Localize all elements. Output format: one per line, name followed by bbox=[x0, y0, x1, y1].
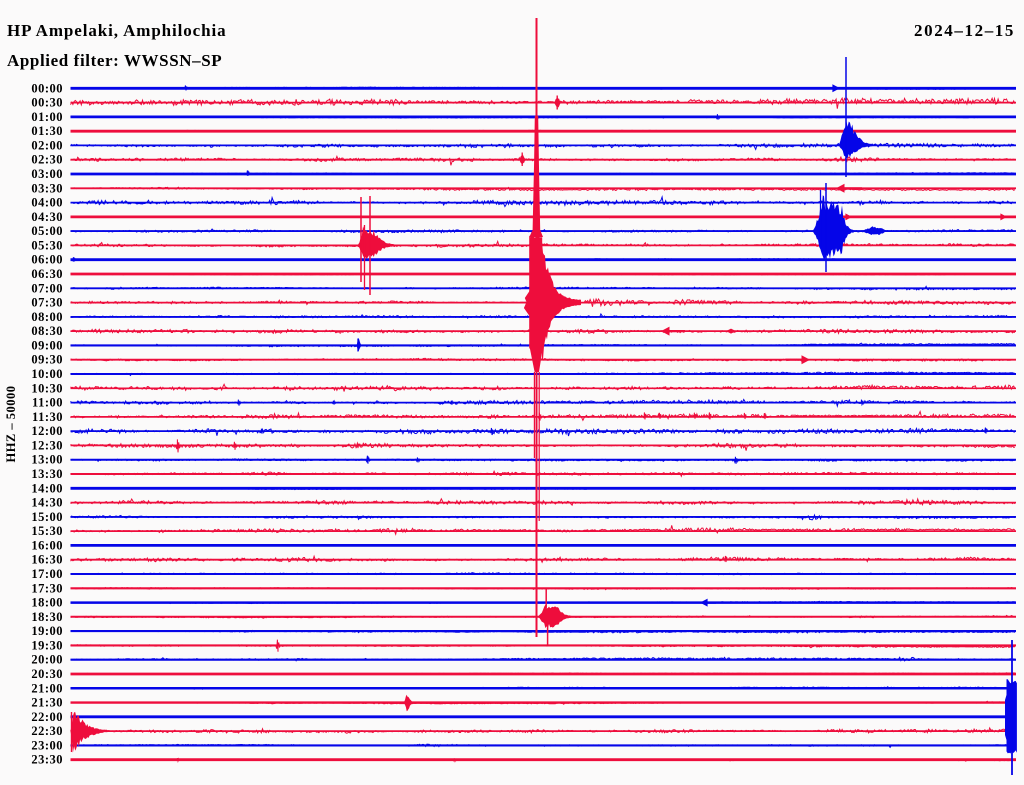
svg-text:14:30: 14:30 bbox=[31, 496, 63, 510]
svg-text:11:00: 11:00 bbox=[32, 396, 63, 410]
svg-text:16:30: 16:30 bbox=[31, 553, 63, 567]
svg-text:18:00: 18:00 bbox=[31, 596, 63, 610]
svg-text:05:00: 05:00 bbox=[31, 224, 63, 238]
svg-text:06:30: 06:30 bbox=[31, 267, 63, 281]
svg-text:04:00: 04:00 bbox=[31, 196, 63, 210]
svg-text:HHZ – 50000: HHZ – 50000 bbox=[4, 385, 18, 462]
svg-text:19:00: 19:00 bbox=[31, 624, 63, 638]
svg-text:2024–12–15: 2024–12–15 bbox=[914, 21, 1015, 40]
svg-text:23:00: 23:00 bbox=[31, 738, 63, 752]
svg-text:05:30: 05:30 bbox=[31, 238, 63, 252]
svg-text:01:00: 01:00 bbox=[31, 110, 63, 124]
svg-text:12:30: 12:30 bbox=[31, 438, 63, 452]
svg-text:15:30: 15:30 bbox=[31, 524, 63, 538]
svg-text:22:00: 22:00 bbox=[31, 710, 63, 724]
svg-text:08:00: 08:00 bbox=[31, 310, 63, 324]
svg-text:02:30: 02:30 bbox=[31, 153, 63, 167]
svg-text:07:00: 07:00 bbox=[31, 281, 63, 295]
svg-text:03:30: 03:30 bbox=[31, 181, 63, 195]
svg-text:04:30: 04:30 bbox=[31, 210, 63, 224]
svg-text:20:00: 20:00 bbox=[31, 653, 63, 667]
svg-text:20:30: 20:30 bbox=[31, 667, 63, 681]
svg-text:21:00: 21:00 bbox=[31, 681, 63, 695]
svg-text:06:00: 06:00 bbox=[31, 253, 63, 267]
svg-text:18:30: 18:30 bbox=[31, 610, 63, 624]
svg-text:23:30: 23:30 bbox=[31, 753, 63, 767]
svg-text:09:00: 09:00 bbox=[31, 338, 63, 352]
svg-text:02:00: 02:00 bbox=[31, 138, 63, 152]
svg-text:07:30: 07:30 bbox=[31, 296, 63, 310]
svg-text:21:30: 21:30 bbox=[31, 696, 63, 710]
svg-text:00:30: 00:30 bbox=[31, 96, 63, 110]
svg-text:10:30: 10:30 bbox=[31, 381, 63, 395]
svg-text:13:30: 13:30 bbox=[31, 467, 63, 481]
svg-text:14:00: 14:00 bbox=[31, 481, 63, 495]
svg-text:10:00: 10:00 bbox=[31, 367, 63, 381]
svg-text:Applied filter: WWSSN–SP: Applied filter: WWSSN–SP bbox=[7, 51, 222, 70]
svg-text:08:30: 08:30 bbox=[31, 324, 63, 338]
svg-text:01:30: 01:30 bbox=[31, 124, 63, 138]
svg-text:13:00: 13:00 bbox=[31, 453, 63, 467]
svg-text:12:00: 12:00 bbox=[31, 424, 63, 438]
svg-text:19:30: 19:30 bbox=[31, 638, 63, 652]
svg-text:22:30: 22:30 bbox=[31, 724, 63, 738]
svg-text:17:30: 17:30 bbox=[31, 581, 63, 595]
svg-text:03:00: 03:00 bbox=[31, 167, 63, 181]
svg-text:11:30: 11:30 bbox=[32, 410, 63, 424]
svg-text:16:00: 16:00 bbox=[31, 538, 63, 552]
svg-text:00:00: 00:00 bbox=[31, 81, 63, 95]
svg-text:HP Ampelaki, Amphilochia: HP Ampelaki, Amphilochia bbox=[7, 21, 227, 40]
svg-text:09:30: 09:30 bbox=[31, 353, 63, 367]
svg-text:15:00: 15:00 bbox=[31, 510, 63, 524]
svg-text:17:00: 17:00 bbox=[31, 567, 63, 581]
